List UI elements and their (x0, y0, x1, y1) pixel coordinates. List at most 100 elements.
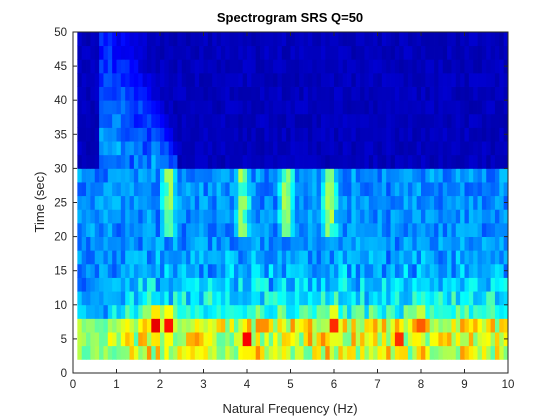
heatmap-cell (199, 72, 204, 87)
heatmap-cell (334, 45, 339, 60)
heatmap-cell (503, 32, 509, 47)
heatmap-cell (386, 72, 391, 87)
heatmap-cell (347, 236, 352, 251)
heatmap-cell (90, 141, 96, 156)
heatmap-cell (486, 141, 491, 156)
heatmap-cell (77, 332, 83, 347)
heatmap-cell (103, 59, 109, 74)
heatmap-cell (207, 141, 213, 156)
heatmap-cell (373, 332, 378, 347)
heatmap-cell (464, 236, 470, 251)
heatmap-cell (307, 209, 313, 224)
heatmap-cell (338, 86, 344, 101)
heatmap-cell (355, 195, 361, 210)
heatmap-cell (155, 182, 161, 197)
heatmap-cell (112, 195, 117, 210)
heatmap-cell (312, 291, 317, 306)
heatmap-cell (190, 182, 196, 197)
heatmap-cell (238, 127, 244, 142)
heatmap-cell (273, 250, 278, 265)
heatmap-cell (451, 263, 457, 278)
heatmap-cell (399, 222, 404, 237)
heatmap-cell (160, 100, 165, 115)
heatmap-cell (416, 222, 422, 237)
heatmap-cell (399, 304, 404, 319)
heatmap-cell (503, 250, 509, 265)
heatmap-cell (407, 250, 413, 265)
heatmap-cell (290, 236, 296, 251)
heatmap-cell (325, 277, 331, 292)
heatmap-cell (138, 332, 143, 347)
heatmap-cell (451, 182, 457, 197)
heatmap-cell (190, 59, 196, 74)
heatmap-cell (273, 100, 278, 115)
heatmap-cell (199, 113, 204, 128)
heatmap-cell (394, 250, 400, 265)
heatmap-cell (377, 141, 383, 156)
heatmap-cell (329, 195, 335, 210)
heatmap-cell (160, 318, 165, 333)
heatmap-cell (394, 45, 400, 60)
heatmap-cell (360, 182, 365, 197)
heatmap-cell (238, 345, 244, 360)
heatmap-cell (120, 154, 126, 169)
heatmap-cell (247, 113, 252, 128)
heatmap-cell (394, 195, 400, 210)
heatmap-cell (347, 332, 352, 347)
heatmap-cell (233, 332, 239, 347)
heatmap-cell (451, 113, 457, 128)
heatmap-cell (468, 168, 474, 183)
heatmap-cell (133, 318, 139, 333)
heatmap-cell (355, 113, 361, 128)
heatmap-cell (173, 263, 178, 278)
heatmap-cell (203, 263, 209, 278)
heatmap-cell (490, 127, 496, 142)
heatmap-cell (394, 182, 400, 197)
heatmap-cell (81, 141, 87, 156)
heatmap-cell (473, 195, 478, 210)
heatmap-cell (464, 209, 470, 224)
heatmap-cell (481, 250, 487, 265)
heatmap-cell (425, 154, 431, 169)
heatmap-cell (138, 250, 143, 265)
heatmap-cell (268, 45, 274, 60)
heatmap-cell (438, 113, 444, 128)
heatmap-cell (238, 59, 244, 74)
heatmap-cell (77, 195, 83, 210)
heatmap-cell (447, 291, 452, 306)
heatmap-cell (334, 100, 339, 115)
heatmap-cell (120, 100, 126, 115)
heatmap-cell (155, 291, 161, 306)
heatmap-cell (429, 32, 435, 47)
heatmap-cell (155, 32, 161, 47)
heatmap-cell (247, 263, 252, 278)
heatmap-cell (125, 332, 130, 347)
heatmap-cell (294, 182, 300, 197)
heatmap-cell (199, 332, 204, 347)
heatmap-cell (290, 141, 296, 156)
heatmap-cell (142, 72, 148, 87)
heatmap-cell (281, 250, 287, 265)
heatmap-cell (247, 72, 252, 87)
heatmap-cell (334, 72, 339, 87)
heatmap-cell (434, 141, 439, 156)
heatmap-cell (138, 86, 143, 101)
heatmap-cell (120, 72, 126, 87)
heatmap-cell (229, 72, 235, 87)
heatmap-cell (403, 332, 409, 347)
heatmap-cell (460, 304, 465, 319)
heatmap-cell (273, 345, 278, 360)
heatmap-cell (168, 277, 174, 292)
heatmap-cell (364, 263, 370, 278)
heatmap-cell (242, 127, 248, 142)
heatmap-cell (177, 59, 183, 74)
heatmap-cell (481, 168, 487, 183)
heatmap-cell (481, 345, 487, 360)
heatmap-cell (173, 154, 178, 169)
heatmap-cell (377, 263, 383, 278)
heatmap-cell (168, 168, 174, 183)
heatmap-cell (368, 141, 374, 156)
heatmap-cell (299, 195, 304, 210)
heatmap-cell (220, 291, 226, 306)
heatmap-cell (421, 72, 426, 87)
